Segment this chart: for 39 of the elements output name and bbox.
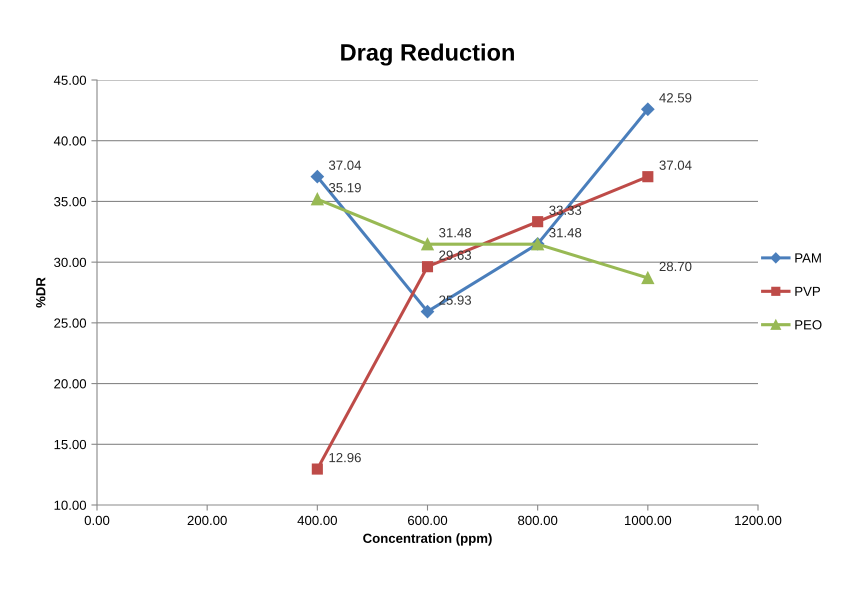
point — [420, 304, 434, 318]
x-axis-title: Concentration (ppm) — [363, 533, 492, 546]
point — [312, 464, 323, 475]
y-tick-label: 20.00 — [54, 379, 86, 388]
x-tick-label: 400.00 — [297, 516, 337, 526]
point — [422, 261, 434, 272]
data-label: 31.48 — [549, 228, 582, 238]
legend-label: PEO — [795, 320, 822, 330]
data-label: 42.59 — [659, 93, 692, 102]
y-tick-label: 15.00 — [54, 440, 86, 450]
x-tick-label: 600.00 — [408, 516, 448, 526]
point — [310, 170, 324, 184]
data-label: 31.48 — [439, 228, 472, 238]
y-tick-label: 30.00 — [54, 258, 86, 268]
point — [641, 102, 654, 116]
x-tick-label: 1200.00 — [735, 516, 782, 526]
y-tick-label: 10.00 — [54, 500, 86, 510]
data-label: 28.70 — [660, 262, 692, 272]
chart-title: Drag Reduction — [341, 43, 514, 66]
y-tick-label: 25.00 — [54, 318, 86, 328]
data-label: 37.04 — [659, 160, 692, 170]
legend-label: PVP — [795, 286, 820, 296]
point — [532, 216, 544, 228]
data-label: 37.04 — [328, 160, 362, 170]
y-tick-label: 45.00 — [54, 76, 86, 85]
point — [642, 171, 654, 182]
point — [311, 192, 324, 206]
x-tick-label: 1000.00 — [624, 516, 672, 526]
data-label: 12.96 — [329, 452, 361, 462]
x-tick-label: 800.00 — [518, 516, 558, 526]
y-tick-label: 40.00 — [54, 136, 86, 146]
legend-label: PAM — [795, 253, 821, 262]
x-tick-label: 200.00 — [188, 516, 227, 526]
point — [642, 272, 654, 284]
x-tick-label: 0.00 — [84, 516, 110, 526]
y-tick-label: 35.00 — [54, 196, 86, 206]
y-axis-title: %DR — [36, 277, 46, 308]
point — [421, 238, 434, 250]
data-label: 35.19 — [328, 183, 361, 192]
